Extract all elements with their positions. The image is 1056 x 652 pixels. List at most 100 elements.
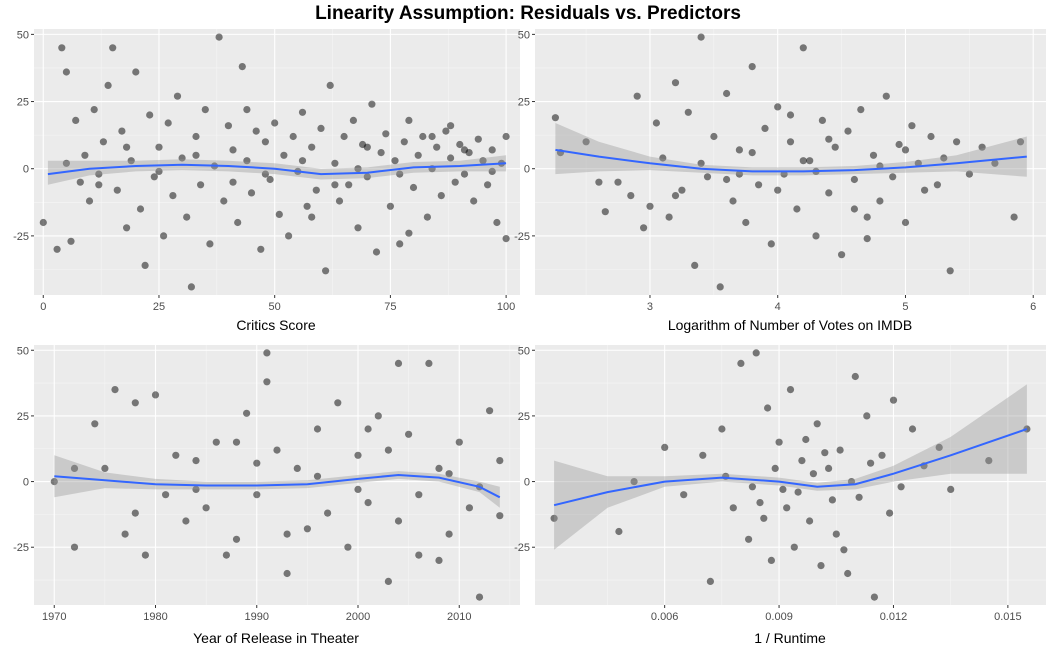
data-point <box>178 154 186 162</box>
data-point <box>243 157 251 165</box>
data-point <box>334 399 342 407</box>
data-point <box>405 229 413 237</box>
data-point <box>354 224 362 232</box>
data-point <box>364 499 372 507</box>
data-point <box>183 213 191 221</box>
data-point <box>502 235 510 243</box>
y-tick-label: 25 <box>518 411 530 423</box>
x-axis-title: 1 / Runtime <box>754 630 826 646</box>
chart-panel-3: 1970 1980 1990 2000 2010 -25 0 25 50 Year of Rele… <box>13 345 520 646</box>
data-point <box>415 491 423 499</box>
data-point <box>445 530 453 538</box>
data-point <box>257 245 265 253</box>
data-point <box>382 130 390 138</box>
data-point <box>70 543 79 551</box>
data-point <box>354 451 362 459</box>
data-point <box>447 122 455 130</box>
data-point <box>123 224 131 232</box>
data-point <box>384 446 392 454</box>
data-point <box>897 483 905 491</box>
confidence-band <box>555 123 1027 177</box>
data-point <box>821 449 829 457</box>
data-point <box>985 457 993 465</box>
data-point <box>238 63 246 71</box>
y-tick-label: -25 <box>514 231 530 243</box>
data-point <box>118 127 126 135</box>
data-point <box>831 143 839 151</box>
smooth-line <box>555 148 1027 173</box>
data-point <box>192 457 200 465</box>
data-point <box>90 106 98 114</box>
y-tick-label: 50 <box>17 345 29 357</box>
data-point <box>298 157 307 165</box>
data-point <box>280 151 288 159</box>
data-point <box>101 464 109 472</box>
data-point <box>197 181 205 189</box>
data-point <box>630 478 638 486</box>
data-point <box>614 178 622 186</box>
data-point <box>201 106 209 114</box>
data-point <box>150 173 158 181</box>
data-point <box>368 100 376 108</box>
page-title: Linearity Assumption: Residuals vs. Pred… <box>315 3 741 24</box>
data-point <box>933 181 942 189</box>
data-point <box>723 175 731 184</box>
data-point <box>748 483 757 491</box>
data-point <box>95 170 103 178</box>
data-point <box>354 485 362 493</box>
data-point <box>206 240 214 248</box>
data-point <box>293 464 301 472</box>
y-tick-label: 50 <box>518 345 530 357</box>
data-point <box>723 89 731 98</box>
data-point <box>783 504 791 512</box>
data-point <box>394 359 403 367</box>
y-tick-label: 25 <box>17 411 29 423</box>
data-point <box>187 283 195 291</box>
confidence-band <box>54 455 500 508</box>
data-point <box>317 124 325 132</box>
data-point <box>595 178 603 186</box>
chart-panel-2: 3 4 5 6 -25 0 25 50 Logarithm of Number of Votes… <box>514 29 1046 333</box>
data-point <box>220 197 228 205</box>
data-point <box>419 132 427 141</box>
data-point <box>703 173 712 181</box>
data-point <box>850 205 859 213</box>
data-point <box>234 218 242 227</box>
data-point <box>978 143 986 151</box>
data-point <box>39 218 47 227</box>
data-point <box>855 493 863 501</box>
data-point <box>550 514 558 522</box>
data-point <box>164 119 172 127</box>
data-point <box>435 556 443 565</box>
data-point <box>409 183 418 192</box>
data-point <box>386 202 394 210</box>
data-point <box>806 517 814 525</box>
data-point <box>850 175 859 184</box>
data-point <box>252 127 260 135</box>
data-point <box>706 577 715 586</box>
data-point <box>283 530 291 538</box>
data-point <box>680 491 688 499</box>
data-point <box>684 108 692 116</box>
data-point <box>813 420 821 428</box>
data-point <box>58 44 66 52</box>
data-point <box>729 504 737 512</box>
data-point <box>121 530 129 538</box>
data-point <box>755 181 763 189</box>
data-point <box>479 157 487 165</box>
data-point <box>947 485 955 493</box>
data-point <box>131 509 139 517</box>
data-point <box>665 213 673 221</box>
data-point <box>767 240 775 248</box>
data-point <box>786 138 795 146</box>
data-point <box>735 146 744 154</box>
x-tick-label: 0.012 <box>880 611 908 623</box>
data-point <box>742 218 750 227</box>
data-point <box>169 192 177 200</box>
data-point <box>155 167 163 175</box>
data-point <box>878 451 886 459</box>
data-point <box>627 192 635 200</box>
data-point <box>224 122 232 130</box>
data-point <box>582 138 590 146</box>
data-point <box>447 154 455 162</box>
